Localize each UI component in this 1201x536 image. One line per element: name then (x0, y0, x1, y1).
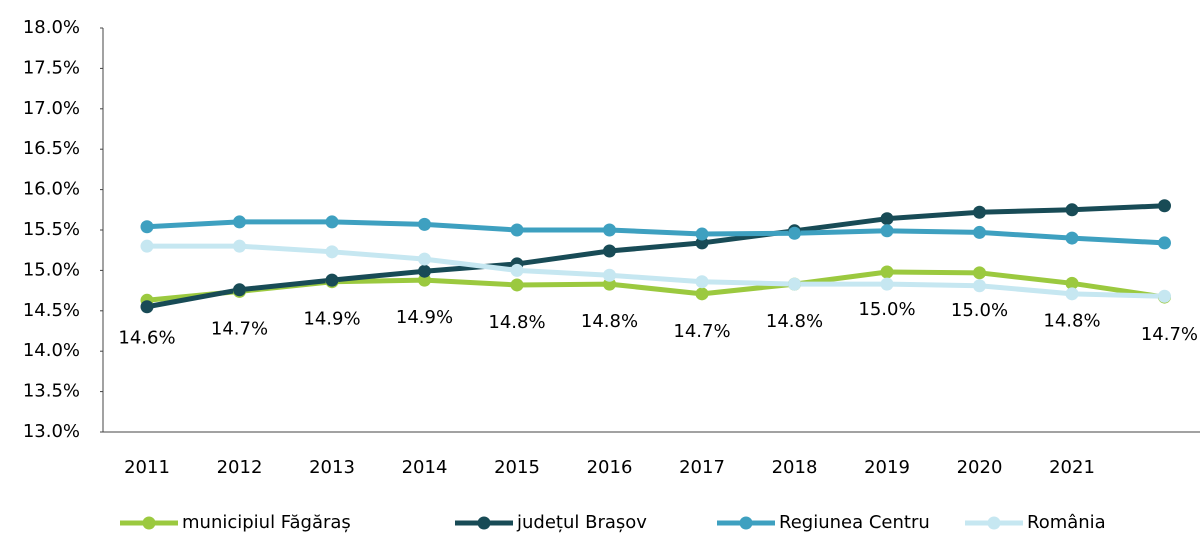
point (1158, 236, 1171, 250)
series-line (146, 219, 1165, 246)
y-tick-label: 13.0% (23, 421, 80, 442)
point (695, 275, 709, 289)
point (325, 215, 339, 229)
data-label: 14.9% (303, 309, 360, 330)
point (325, 273, 339, 287)
data-label: 14.8% (766, 311, 823, 332)
y-tick-label: 14.0% (23, 340, 80, 361)
point (418, 264, 431, 278)
point (1158, 199, 1171, 213)
y-tick-label: 17.5% (23, 57, 80, 78)
data-label: 15.0% (858, 299, 915, 320)
point (1065, 203, 1079, 217)
series-line (147, 243, 1165, 299)
y-tick-label: 16.5% (23, 138, 80, 159)
data-label: 14.7% (673, 321, 730, 342)
point (140, 300, 154, 314)
point (695, 236, 709, 250)
data-label: 14.8% (488, 312, 545, 333)
point (695, 287, 709, 301)
point (603, 268, 616, 282)
legend-marker (477, 516, 491, 530)
point (603, 277, 616, 291)
legend-label: municipiul Făgăraș (182, 512, 351, 533)
point (418, 217, 431, 231)
legend-marker (987, 516, 1001, 530)
x-tick-label: 2013 (309, 457, 355, 478)
point (233, 283, 246, 297)
point (1065, 276, 1079, 290)
legend-marker (142, 516, 156, 530)
point (880, 224, 894, 238)
y-tick-label: 14.5% (23, 300, 80, 321)
point (325, 245, 339, 259)
point (880, 212, 894, 226)
y-tick-label: 13.5% (23, 381, 80, 402)
point (140, 239, 154, 253)
point (418, 273, 431, 287)
y-tick-label: 15.0% (23, 259, 80, 280)
legend-label: România (1027, 512, 1106, 533)
data-label: 14.9% (396, 307, 453, 328)
point (510, 263, 524, 277)
point (233, 215, 246, 229)
data-label: 14.7% (1141, 324, 1198, 345)
point (788, 277, 801, 291)
point (1065, 287, 1079, 301)
y-tick-label: 15.5% (23, 219, 80, 240)
point (880, 265, 894, 279)
x-tick-label: 2017 (679, 457, 725, 478)
data-label: 14.6% (118, 327, 175, 348)
x-tick-label: 2014 (402, 457, 448, 478)
point (973, 205, 986, 219)
y-tick-label: 17.0% (23, 98, 80, 119)
x-tick-label: 2016 (587, 457, 633, 478)
data-label: 14.7% (211, 318, 268, 339)
x-tick-label: 2020 (957, 457, 1003, 478)
series-line (146, 203, 1165, 310)
point (510, 223, 524, 237)
point (233, 239, 246, 253)
point (510, 278, 524, 292)
x-tick-label: 2018 (772, 457, 818, 478)
point (603, 244, 616, 258)
y-tick-label: 16.0% (23, 179, 80, 200)
point (140, 220, 154, 234)
x-tick-label: 2021 (1049, 457, 1095, 478)
point (695, 227, 709, 241)
x-tick-label: 2012 (217, 457, 263, 478)
point (1158, 289, 1171, 303)
point (603, 223, 616, 237)
point (973, 225, 986, 239)
point (788, 226, 801, 240)
point (973, 266, 986, 280)
data-label: 14.8% (581, 311, 638, 332)
legend-label: județul Brașov (516, 512, 647, 533)
data-label: 14.8% (1043, 310, 1100, 331)
point (880, 277, 894, 291)
point (418, 252, 431, 266)
data-label: 15.0% (951, 300, 1008, 321)
y-tick-label: 18.0% (23, 17, 80, 38)
x-tick-label: 2011 (124, 457, 170, 478)
point (1065, 231, 1079, 245)
legend-label: Regiunea Centru (779, 512, 930, 533)
legend-marker (739, 516, 753, 530)
point (973, 279, 986, 293)
x-tick-label: 2015 (494, 457, 540, 478)
x-tick-label: 2019 (864, 457, 910, 478)
